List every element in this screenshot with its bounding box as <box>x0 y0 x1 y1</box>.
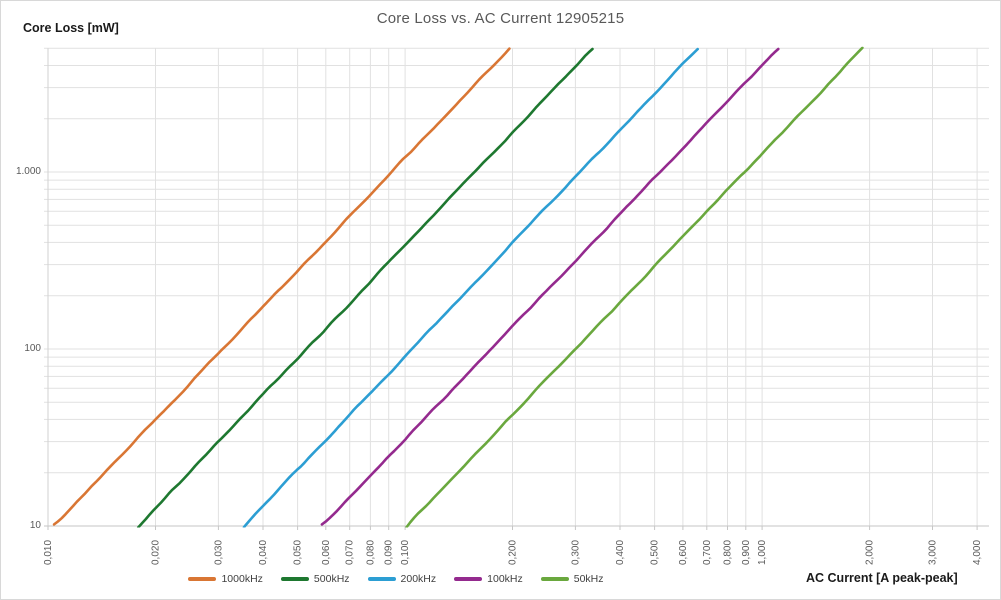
series-line-500kHz <box>137 47 594 528</box>
x-tick-label: 0,300 <box>570 539 582 565</box>
legend-item-50kHz[interactable]: 50kHz <box>540 573 604 585</box>
legend-item-500kHz[interactable]: 500kHz <box>280 573 350 585</box>
x-tick-label: 0,500 <box>649 539 661 565</box>
x-tick-label: 0,020 <box>150 539 162 565</box>
legend: 1000kHz 500kHz 200kHz 100kHz 50kHz <box>1 573 791 585</box>
legend-item-1000kHz[interactable]: 1000kHz <box>188 573 263 585</box>
legend-label: 1000kHz <box>221 573 263 585</box>
legend-label: 50kHz <box>573 573 604 585</box>
y-tick-label: 100 <box>24 343 41 354</box>
x-tick-label: 0,600 <box>677 539 689 565</box>
chart-title: Core Loss vs. AC Current 12905215 <box>376 10 625 27</box>
x-tick-label: 0,080 <box>365 539 377 565</box>
x-tick-label: 3,000 <box>927 539 939 565</box>
x-tick-label: 0,060 <box>320 539 332 565</box>
series-line-100kHz <box>320 47 780 526</box>
legend-line-swatch <box>280 577 309 581</box>
gridlines <box>44 47 989 530</box>
y-tick-label: 10 <box>29 520 41 531</box>
legend-label: 200kHz <box>400 573 437 585</box>
x-tick-label: 0,700 <box>701 539 713 565</box>
legend-line-swatch <box>188 577 217 581</box>
series-lines <box>52 46 864 528</box>
x-tick-label: 0,070 <box>344 539 356 565</box>
x-tick-label: 0,900 <box>740 539 752 565</box>
y-axis-title: Core Loss [mW] <box>23 21 119 35</box>
legend-line-swatch <box>367 577 396 581</box>
x-tick-label: 2,000 <box>864 539 876 565</box>
series-line-200kHz <box>242 47 700 528</box>
x-tick-label: 0,010 <box>43 539 54 565</box>
x-tick-label: 0,090 <box>383 539 395 565</box>
legend-label: 100kHz <box>487 573 523 585</box>
x-axis-title: AC Current [A peak-peak] <box>806 571 958 585</box>
x-tick-label: 0,040 <box>258 539 269 565</box>
legend-label: 500kHz <box>313 573 350 585</box>
x-tick-label: 0,050 <box>292 539 304 565</box>
x-tick-label: 0,100 <box>400 539 412 565</box>
series-line-1000kHz <box>52 47 511 526</box>
y-tick-label: 1.000 <box>15 166 41 177</box>
x-tick-label: 0,800 <box>722 539 734 565</box>
series-line-50kHz <box>405 46 864 528</box>
x-tick-label: 0,400 <box>615 539 626 565</box>
x-tick-label: 0,030 <box>213 539 225 565</box>
x-tick-label: 0,200 <box>507 539 519 565</box>
legend-line-swatch <box>540 577 569 581</box>
x-tick-label: 4,000 <box>972 539 984 565</box>
legend-line-swatch <box>454 577 483 581</box>
legend-item-200kHz[interactable]: 200kHz <box>367 573 437 585</box>
x-tick-label: 1,000 <box>757 539 769 565</box>
legend-item-100kHz[interactable]: 100kHz <box>454 573 523 585</box>
